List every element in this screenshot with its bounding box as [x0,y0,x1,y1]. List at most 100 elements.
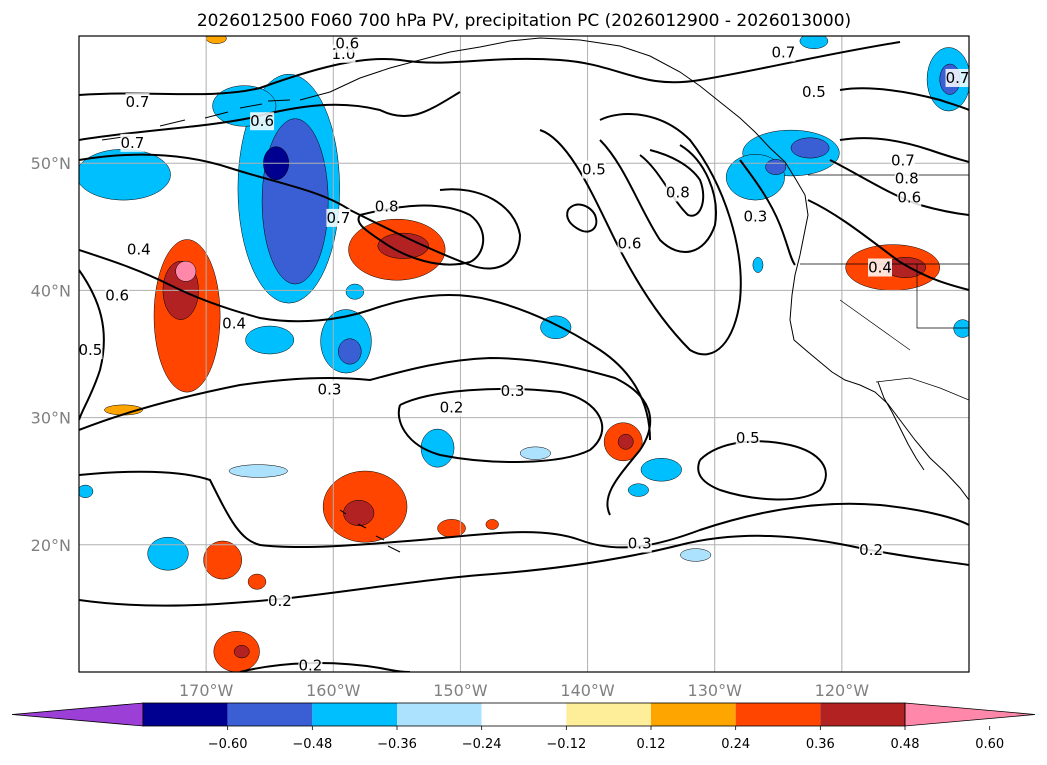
colorbar-extend-high [904,702,1036,727]
contour-label-bg [743,207,768,226]
contour-label-bg [859,540,884,559]
contour-label: 0.3 [501,382,525,400]
contour-label-bg [326,208,351,227]
contour-label: 0.7 [126,93,150,111]
contour-label-bg [298,656,323,672]
contour-label: 0.7 [771,44,795,62]
precip-region-12 [245,325,295,355]
pv-contour-0.7-ne [839,137,969,163]
contour-label-bg [79,341,103,360]
contour-label-bg [374,197,399,216]
precip-region-22 [233,645,250,659]
contour-label: 0.5 [802,83,826,101]
precip-region-26 [640,458,682,482]
pv-contour-0.6-trough [599,139,717,253]
colorbar-segment [735,703,821,726]
contour-label: 0.5 [79,341,103,359]
contour-label: 0.4 [127,241,151,259]
us-state-border-2 [839,264,969,351]
contour-label-bg [126,240,151,259]
contour-label: 0.2 [268,592,292,610]
us-mexico-border [875,377,969,401]
north-america-west-coast [789,194,969,501]
contour-label: 0.4 [868,259,892,277]
contour-label: 0.8 [666,183,690,201]
axis-ticks: 170°W 160°W 150°W 140°W 130°W 120°W 20°N 30°N 40… [31,154,870,700]
colorbar-segment [481,703,567,726]
contour-label-bg [627,534,652,553]
precip-region-30 [228,464,288,478]
contour-label-bg [250,112,275,131]
pv-contour-0.6-north [79,91,461,141]
precip-region-16 [343,500,375,526]
contour-label: 0.7 [326,209,350,227]
contour-label: 0.7 [891,152,915,170]
pv-contour-0.4-ne [807,199,969,291]
colorbar-segment [227,703,313,726]
precip-region-31 [519,446,551,460]
contour-label-bg [665,183,690,202]
contour-label: 0.6 [250,112,274,130]
colorbar-tick-label: 0.24 [721,737,750,752]
contour-label-bg [500,381,525,400]
y-tick-label: 20°N [31,536,71,555]
colorbar-tick-label: 0.60 [975,737,1004,752]
chart-title: 2026012500 F060 700 hPa PV, precipitatio… [197,11,851,31]
pv-contour-0.7-north [79,41,901,96]
y-tick-label: 30°N [31,409,71,428]
contour-label-bg [120,133,145,152]
x-tick-label: 170°W [179,681,234,700]
pv-contour-0.5-west [79,269,105,421]
colorbar-extend-low [11,702,144,727]
x-tick-label: 130°W [688,681,743,700]
precip-region-28 [147,536,189,571]
precip-region-40 [799,36,829,49]
pv-contour-0.2-central [397,387,604,463]
colorbar-tick-label: −0.48 [292,737,332,752]
precip-region-24 [617,433,634,450]
contour-label: 0.3 [743,208,767,226]
precip-region-43 [680,548,712,562]
contour-label-bg [581,160,606,179]
precip-region-19 [203,540,242,580]
precip-region-42 [953,319,969,338]
contour-label: 0.4 [222,314,246,332]
precip-region-35 [765,159,787,175]
contour-label-bg [335,36,360,53]
contour-label-bg [125,93,150,112]
contour-label-bg [894,169,919,188]
pv-contour-0.5-ne [839,87,969,111]
contour-label-bg [105,286,130,305]
precip-region-41 [752,257,764,273]
colorbar-segment [397,703,482,726]
aleutian-islands [101,99,291,141]
precip-anomaly-layer [79,36,969,672]
contour-label-bg [890,151,915,170]
contour-label-bg [771,43,796,62]
pv-contour-0.4-west [79,249,651,441]
map-panel: 1.0 0.70.70.60.60.50.70.50.80.80.7 0.30.60… [78,35,970,673]
colorbar-tick-label: −0.12 [546,737,586,752]
colorbar-segment [651,703,736,726]
precip-region-6 [377,232,429,259]
precip-region-29 [79,484,94,498]
contour-label: 0.6 [618,234,642,252]
contour-label: 0.2 [440,398,464,416]
colorbar-segment [143,703,228,726]
precip-region-20 [247,573,267,590]
y-tick-label: 50°N [31,154,71,173]
pv-contour-0.5-trough [539,113,742,356]
pv-contour-0.3-south [79,470,969,549]
contour-label-bg [945,68,969,87]
contour-label: 0.6 [335,35,359,53]
colorbar-segment [566,703,651,726]
contour-label-bg [868,258,892,277]
colorbar-segment [312,703,397,726]
hawaii-islands [339,509,401,553]
contour-label-bg [735,428,760,447]
pv-contour-0.3-ne [739,159,796,266]
contour-label-bg [439,398,464,417]
baja-california [877,381,925,471]
contour-label-bg [267,591,292,610]
